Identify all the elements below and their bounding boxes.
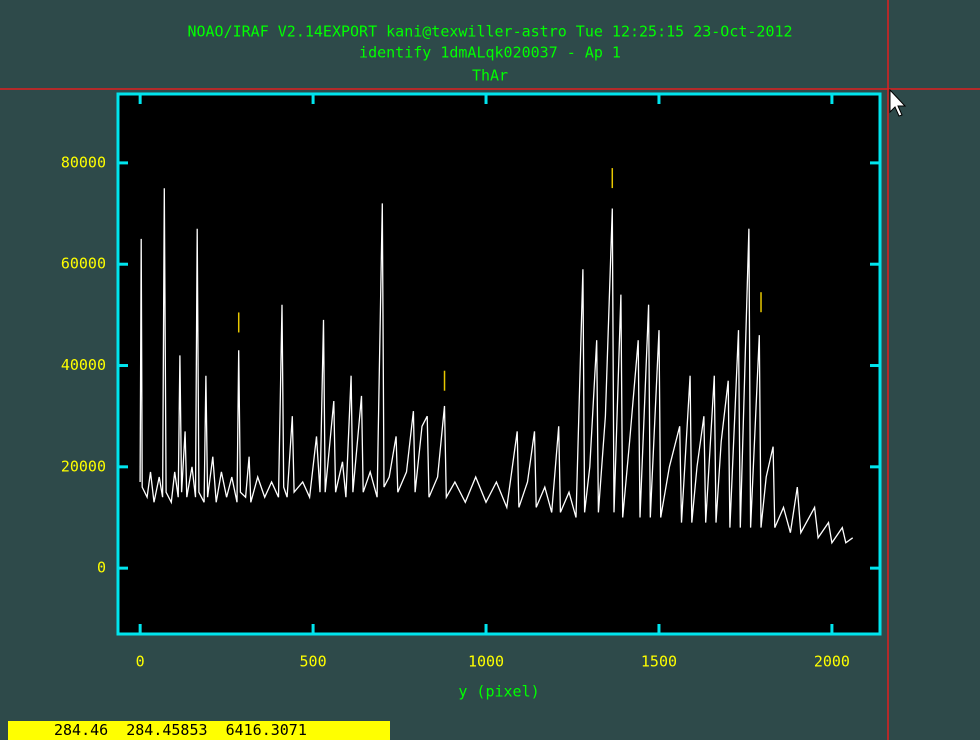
status-bar: 284.46 284.45853 6416.3071 [8,721,390,740]
plot-frame [116,92,882,636]
title-line: NOAO/IRAF V2.14EXPORT kani@texwiller-ast… [187,23,792,41]
y-tick-label: 0 [97,559,106,577]
y-tick-label: 80000 [61,153,106,171]
mouse-pointer [889,88,907,117]
y-tick-label: 20000 [61,457,106,475]
x-tick-label: 2000 [814,653,850,671]
plot-area [118,94,880,634]
x-tick-label: 1000 [468,653,504,671]
spectrum-line [139,188,854,545]
x-tick-label: 0 [136,653,145,671]
y-tick-label: 40000 [61,356,106,374]
x-tick-label: 1500 [641,653,677,671]
x-tick-label: 500 [300,653,327,671]
title-line: ThAr [472,67,508,85]
x-axis-label: y (pixel) [458,683,539,701]
y-tick-label: 60000 [61,255,106,273]
title-line: identify 1dmALqk020037 - Ap 1 [359,44,621,62]
